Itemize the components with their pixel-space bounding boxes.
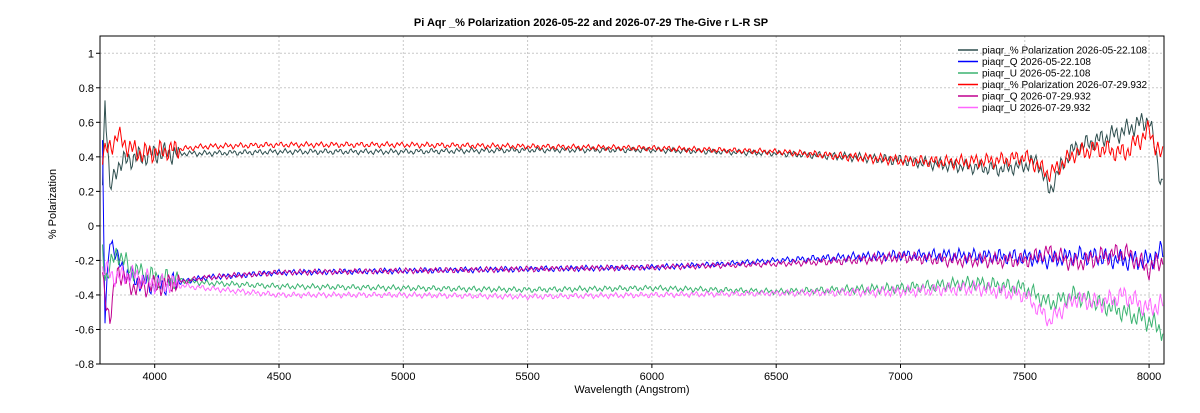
y-tick-label: -0.8	[75, 359, 94, 371]
x-axis: 4000 4500 5000 5500 6000 6500 7000 7500 8000	[142, 364, 1161, 383]
x-tick-label: 4000	[142, 371, 166, 383]
x-tick-label: 6500	[764, 371, 788, 383]
legend-entry: piaqr_% Polarization 2026-07-29.932	[982, 80, 1148, 91]
legend-entry: piaqr_U 2026-05-22.108	[982, 69, 1091, 80]
legend-entry: piaqr_U 2026-07-29.932	[982, 103, 1091, 114]
series-lines	[102, 100, 1164, 341]
legend: piaqr_% Polarization 2026-05-22.108piaqr…	[958, 46, 1148, 114]
y-axis: -0.8 -0.6 -0.4 -0.2 0 0.2 0.4 0.6 0.8 1	[75, 48, 100, 371]
legend-entry: piaqr_% Polarization 2026-05-22.108	[982, 46, 1148, 57]
y-tick-label: 0.2	[79, 186, 94, 198]
grid	[100, 36, 1164, 365]
x-tick-label: 8000	[1137, 371, 1161, 383]
y-tick-label: 0.4	[79, 152, 94, 164]
series-line-1	[102, 100, 1163, 194]
chart-title: Pi Aqr _% Polarization 2026-05-22 and 20…	[414, 17, 768, 29]
legend-entry: piaqr_Q 2026-05-22.108	[982, 57, 1091, 68]
y-tick-label: 1	[88, 48, 94, 60]
x-tick-label: 6000	[640, 371, 664, 383]
y-tick-label: 0.6	[79, 117, 94, 129]
y-tick-label: 0.8	[79, 83, 94, 95]
series-line-3	[102, 244, 1164, 341]
series-line-6	[102, 259, 1164, 327]
series-line-4	[102, 120, 1164, 182]
y-tick-label: -0.6	[75, 324, 94, 336]
x-axis-label: Wavelength (Angstrom)	[574, 384, 689, 396]
series-line-5	[102, 242, 1164, 324]
y-tick-label: -0.2	[75, 255, 94, 267]
x-tick-label: 5000	[391, 371, 415, 383]
y-tick-label: -0.4	[75, 290, 94, 302]
series-line-2	[102, 140, 1164, 324]
x-tick-label: 4500	[267, 371, 291, 383]
y-tick-label: 0	[88, 221, 94, 233]
legend-entry: piaqr_Q 2026-07-29.932	[982, 92, 1091, 103]
plot-area-frame	[99, 35, 1165, 365]
y-axis-label: % Polarization	[47, 169, 59, 239]
x-tick-label: 7500	[1013, 371, 1037, 383]
x-tick-label: 7000	[888, 371, 912, 383]
x-tick-label: 5500	[515, 371, 539, 383]
